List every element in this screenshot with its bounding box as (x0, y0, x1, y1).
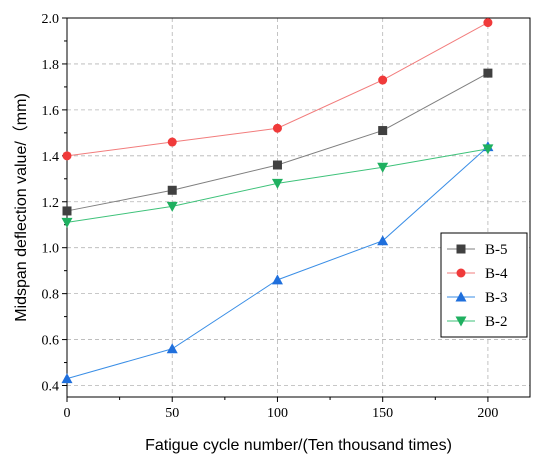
y-tick-label: 1.6 (42, 104, 60, 119)
data-point-b3 (377, 235, 389, 246)
legend-label: B-2 (485, 314, 508, 330)
data-point-b5 (62, 206, 72, 216)
y-tick-label: 2.0 (42, 12, 60, 27)
plot-frame (66, 17, 531, 398)
data-point-b4 (62, 151, 72, 161)
legend-item-b3: B-3 (447, 290, 508, 306)
data-point-b3 (61, 373, 73, 384)
y-tick-label: 1.0 (42, 242, 60, 257)
y-tick-label: 1.2 (42, 196, 60, 211)
data-point-b2 (166, 201, 178, 212)
data-point-b4 (483, 18, 493, 28)
x-tick-label: 100 (267, 406, 288, 421)
series-line-b5 (66, 72, 489, 212)
legend-label: B-3 (485, 290, 508, 306)
data-point-b3 (166, 343, 178, 354)
legend: B-5 B-4 B-3 B-2 (440, 232, 528, 338)
legend-item-b4: B-4 (447, 266, 508, 282)
y-axis-title: Midspan deflection value/（mm) (12, 93, 30, 322)
data-point-b5 (167, 185, 177, 195)
y-tick-label: 0.6 (42, 334, 60, 349)
y-tick-label: 1.4 (42, 150, 60, 165)
grid (67, 18, 530, 397)
axes: 0 50 100 150 200 0.4 0.6 0.8 1.0 1.2 1.4 1.6 1.8 2.0 (42, 12, 531, 421)
legend-item-b2: B-2 (447, 314, 508, 330)
data-point-b2 (377, 162, 389, 173)
legend-marker (455, 316, 467, 327)
legend-marker (455, 291, 467, 302)
x-tick-label: 200 (477, 406, 498, 421)
x-tick-label: 50 (165, 406, 179, 421)
legend-marker (456, 268, 466, 278)
legend-label: B-5 (485, 242, 508, 258)
series-lines (61, 18, 494, 384)
legend-box (440, 232, 528, 338)
series-b4 (62, 18, 493, 161)
x-axis-title: Fatigue cycle number/(Ten thousand times… (145, 437, 452, 454)
x-tick-label: 150 (372, 406, 393, 421)
series-b2 (61, 144, 494, 228)
series-b3 (61, 141, 494, 384)
x-tick-label: 0 (64, 406, 71, 421)
legend-marker (456, 244, 466, 254)
y-tick-label: 0.4 (42, 380, 60, 395)
data-point-b2 (271, 178, 283, 189)
data-point-b5 (483, 68, 493, 78)
data-point-b5 (378, 126, 388, 136)
data-point-b4 (167, 137, 177, 147)
data-point-b3 (271, 274, 283, 285)
y-tick-label: 0.8 (42, 288, 60, 303)
series-b5 (62, 68, 493, 216)
y-tick-label: 1.8 (42, 58, 60, 73)
data-point-b2 (61, 217, 73, 228)
data-point-b4 (378, 75, 388, 85)
data-point-b5 (272, 160, 282, 170)
legend-label: B-4 (485, 266, 508, 282)
data-point-b2 (482, 144, 494, 155)
data-point-b4 (272, 123, 282, 133)
legend-item-b5: B-5 (447, 242, 508, 258)
